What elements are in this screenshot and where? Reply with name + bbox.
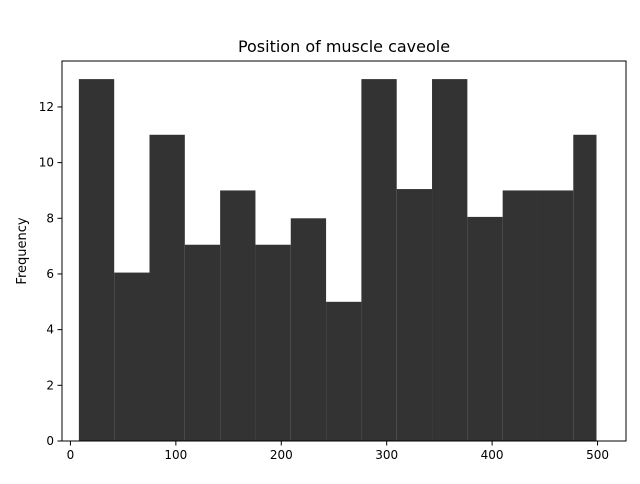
x-tick-label: 300 [375, 448, 398, 462]
histogram-bar [184, 244, 221, 441]
x-tick-label: 400 [481, 448, 504, 462]
y-tick-label: 4 [46, 323, 54, 337]
histogram-bar [396, 189, 433, 441]
histogram-bar [114, 272, 150, 441]
x-tick-label: 500 [586, 448, 609, 462]
y-axis: 0 2 4 6 8 10 12 [39, 100, 62, 448]
y-tick-label: 10 [39, 156, 54, 170]
histogram-bar [432, 79, 468, 441]
y-tick-label: 2 [46, 378, 54, 392]
y-tick-label: 0 [46, 434, 54, 448]
histogram-bar [220, 190, 256, 441]
y-tick-label: 8 [46, 211, 54, 225]
histogram-bar [149, 134, 185, 441]
histogram-bar [467, 216, 503, 441]
chart-title: Position of muscle caveole [238, 37, 450, 56]
histogram-bar [502, 190, 538, 441]
histogram-bar [361, 79, 397, 441]
x-axis: 0 100 200 300 400 500 [67, 441, 609, 462]
bars-group [78, 79, 597, 441]
histogram-bar [326, 301, 362, 441]
y-axis-label: Frequency [15, 217, 30, 284]
y-tick-label: 12 [39, 100, 54, 114]
histogram-bar [255, 244, 291, 441]
x-tick-label: 200 [270, 448, 293, 462]
x-tick-label: 100 [164, 448, 187, 462]
histogram-bar [573, 134, 597, 441]
histogram-bar [537, 190, 574, 441]
plot-frame [61, 60, 627, 442]
x-tick-label: 0 [67, 448, 75, 462]
y-tick-label: 6 [46, 267, 54, 281]
histogram-bar [78, 79, 115, 441]
histogram-bar [290, 218, 327, 441]
